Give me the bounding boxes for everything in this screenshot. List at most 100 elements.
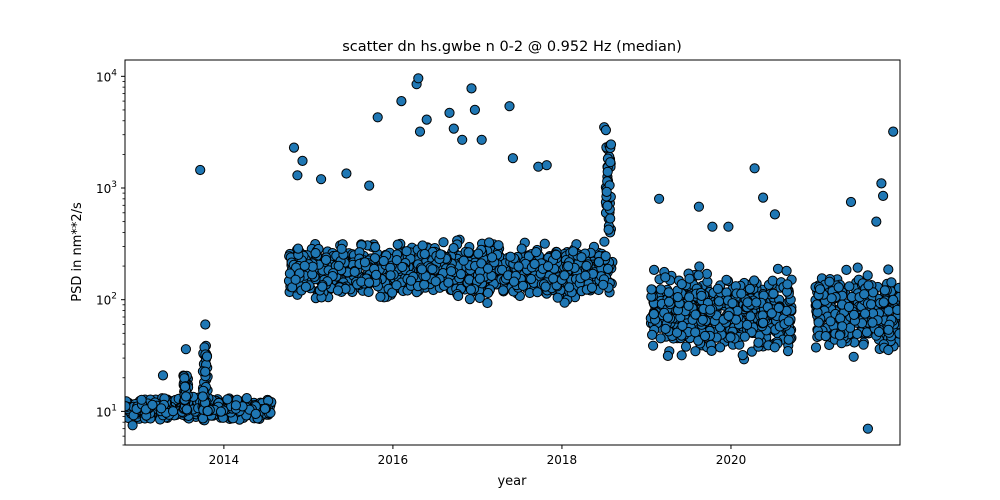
cluster-point xyxy=(772,263,784,274)
cluster-point xyxy=(215,406,227,417)
data-points xyxy=(125,73,900,434)
outlier-point xyxy=(707,221,718,232)
cluster-point xyxy=(564,282,575,293)
outlier-point xyxy=(421,114,432,125)
cluster-point xyxy=(147,399,158,410)
cluster-point xyxy=(767,275,778,286)
cluster-point xyxy=(508,276,520,287)
cluster-point xyxy=(646,284,657,295)
cluster-point xyxy=(863,280,874,291)
cluster-point xyxy=(701,268,713,279)
outlier-point xyxy=(876,178,887,189)
cluster-point xyxy=(768,288,779,299)
outlier-point xyxy=(723,221,734,232)
spike-point xyxy=(179,381,191,392)
cluster-point xyxy=(516,243,527,254)
cluster-point xyxy=(648,309,660,320)
y-axis-label: PSD in nm**2/s xyxy=(70,202,85,302)
cluster-point xyxy=(676,279,687,290)
cluster-point xyxy=(676,350,687,361)
cluster-point xyxy=(852,262,863,273)
outlier-point xyxy=(693,201,705,212)
x-axis-label: year xyxy=(497,474,527,489)
cluster-point xyxy=(299,260,310,271)
cluster-point xyxy=(727,298,738,309)
outlier-point xyxy=(845,196,857,208)
cluster-point xyxy=(739,331,750,342)
cluster-point xyxy=(690,327,701,338)
cluster-point xyxy=(230,400,241,411)
cluster-point xyxy=(392,239,403,250)
cluster-point xyxy=(699,330,711,342)
cluster-point xyxy=(824,276,835,287)
cluster-point xyxy=(310,248,321,259)
cluster-point xyxy=(883,264,894,275)
cluster-point xyxy=(484,237,495,248)
cluster-point xyxy=(696,290,707,301)
outlier-point xyxy=(127,420,138,431)
cluster-point xyxy=(559,297,570,308)
cluster-point xyxy=(385,270,396,281)
spike-point xyxy=(605,157,616,168)
cluster-point xyxy=(736,288,747,299)
cluster-point xyxy=(744,283,756,294)
cluster-point xyxy=(543,261,554,272)
cluster-point xyxy=(783,316,794,327)
cluster-point xyxy=(598,279,609,290)
cluster-point xyxy=(419,248,430,260)
cluster-point xyxy=(814,284,826,295)
cluster-point xyxy=(387,287,398,298)
outlier-point xyxy=(654,193,665,204)
cluster-point xyxy=(498,285,509,296)
cluster-point xyxy=(782,346,794,357)
cluster-point xyxy=(773,302,784,313)
cluster-point xyxy=(482,297,493,309)
cluster-point xyxy=(417,240,428,251)
cluster-point xyxy=(551,249,562,260)
outlier-point xyxy=(200,319,211,330)
spike-point xyxy=(200,366,211,377)
cluster-point xyxy=(320,254,332,265)
cluster-point xyxy=(378,255,389,267)
cluster-point xyxy=(697,314,708,325)
cluster-point xyxy=(690,346,701,357)
cluster-point xyxy=(883,344,894,356)
outlier-point xyxy=(466,83,477,94)
cluster-point xyxy=(250,408,261,419)
outlier-point xyxy=(414,126,426,137)
cluster-point xyxy=(513,261,524,272)
cluster-point xyxy=(333,260,344,271)
outlier-point xyxy=(396,96,407,107)
spike-point xyxy=(603,224,614,235)
cluster-point xyxy=(837,321,848,332)
cluster-point xyxy=(526,273,537,285)
cluster-point xyxy=(465,284,476,295)
cluster-point xyxy=(888,294,899,305)
cluster-point xyxy=(693,270,704,281)
cluster-point xyxy=(660,272,671,283)
cluster-point xyxy=(391,280,402,291)
cluster-point xyxy=(783,334,794,345)
spike-point xyxy=(180,391,192,402)
cluster-point xyxy=(317,281,328,292)
cluster-point xyxy=(136,394,147,405)
cluster-point xyxy=(766,308,777,319)
spike-point xyxy=(601,186,612,197)
cluster-point xyxy=(359,257,370,268)
cluster-point xyxy=(487,252,498,263)
cluster-point xyxy=(576,252,587,263)
cluster-point xyxy=(568,246,579,257)
cluster-point xyxy=(430,276,441,287)
outlier-point xyxy=(448,123,459,134)
x-tick-label: 2014 xyxy=(209,453,240,467)
outlier-point xyxy=(469,104,480,116)
y-tick-label: 102 xyxy=(96,292,117,308)
cluster-point xyxy=(892,304,900,315)
cluster-point xyxy=(586,282,598,293)
cluster-point xyxy=(844,281,855,292)
cluster-point xyxy=(663,296,675,307)
x-axis: 2014 2016 2018 2020 xyxy=(209,445,746,467)
cluster-point xyxy=(648,340,659,351)
x-tick-label: 2016 xyxy=(378,453,409,467)
cluster-point xyxy=(332,285,343,296)
